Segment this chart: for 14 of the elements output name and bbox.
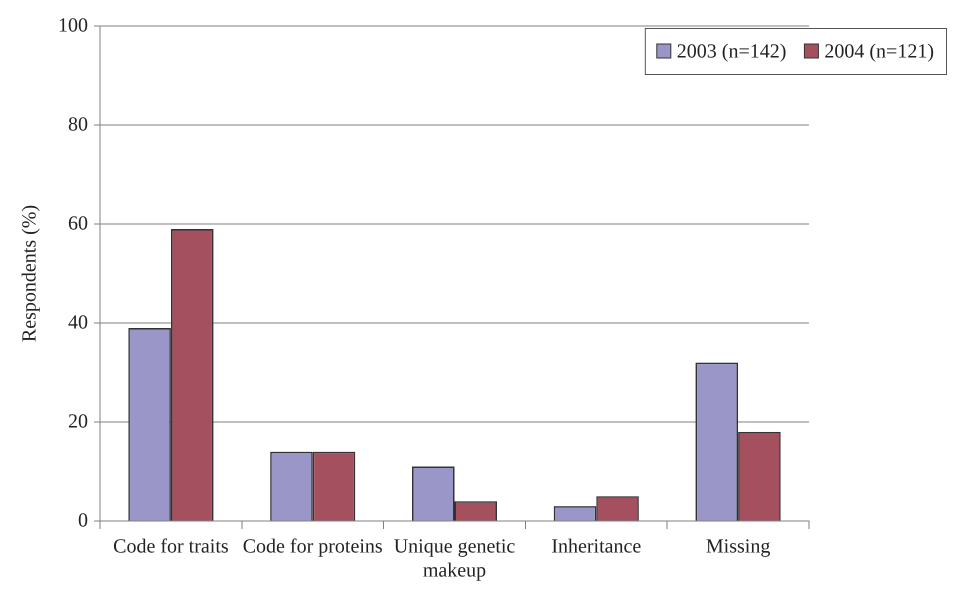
y-tick-label: 40 <box>68 311 88 334</box>
y-tick-label: 100 <box>58 14 88 36</box>
y-tick-label: 0 <box>78 509 88 532</box>
y-axis-title: Respondents (%) <box>18 204 40 342</box>
y-tick-label: 80 <box>68 113 88 136</box>
x-tick-label: Code for traits <box>113 535 229 558</box>
legend-label: 2003 (n=142) <box>676 40 786 62</box>
x-tick-label: Missing <box>706 535 770 558</box>
y-tick-label: 60 <box>68 212 88 234</box>
legend-label: 2004 (n=121) <box>824 40 934 62</box>
x-tick-label: Code for proteins <box>242 535 383 558</box>
x-tick-label: Inheritance <box>551 535 642 558</box>
y-tick-label: 20 <box>68 410 88 432</box>
x-tick-label: Unique genetic makeup <box>394 535 516 582</box>
